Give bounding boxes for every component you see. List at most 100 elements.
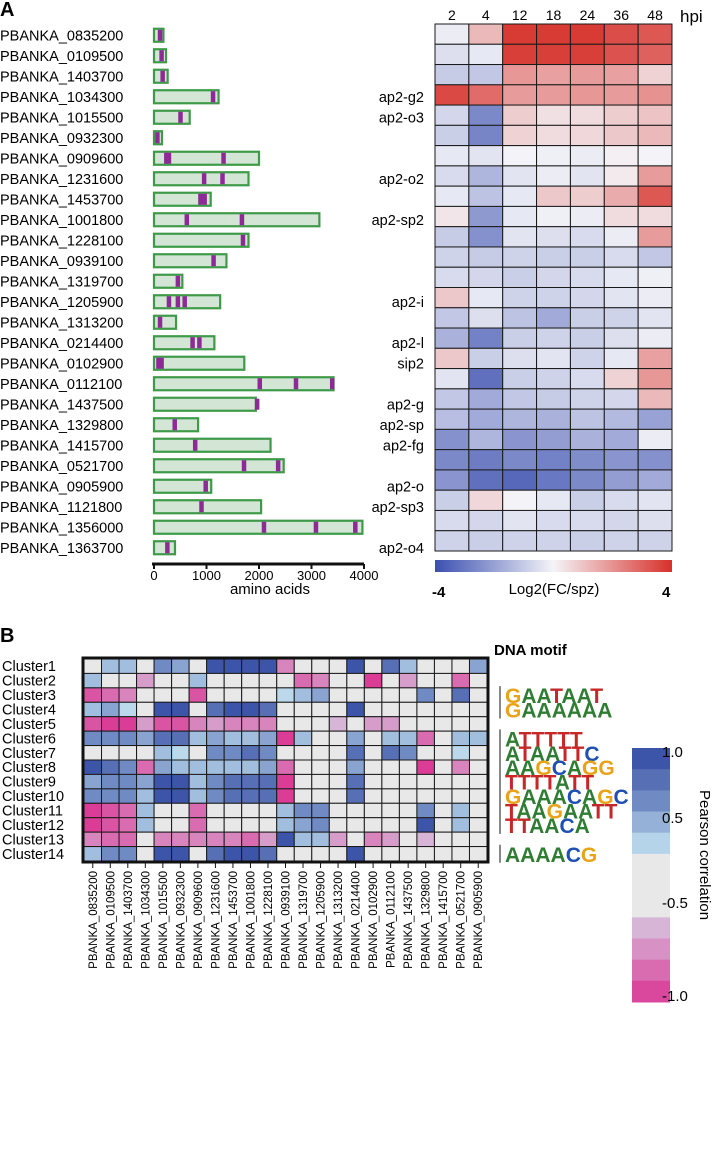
- correlation-cell: [293, 716, 313, 732]
- correlation-cell: [468, 773, 488, 790]
- expression-cell: [434, 185, 470, 207]
- ap2-domain: [254, 398, 260, 410]
- gene-column-label: PBANKA_1453700: [228, 871, 240, 969]
- correlation-cell: [188, 831, 208, 848]
- correlation-cell: [188, 846, 208, 862]
- correlation-cell: [83, 716, 103, 732]
- correlation-cell: [83, 817, 103, 833]
- correlation-cell: [188, 802, 208, 819]
- correlation-cell: [83, 745, 103, 761]
- correlation-cell: [83, 672, 103, 689]
- ap2-domain: [190, 337, 195, 349]
- correlation-cell: [276, 672, 295, 689]
- gene-column-label: PBANKA_0109500: [105, 871, 117, 969]
- expression-cell: [536, 64, 571, 86]
- correlation-cell: [433, 817, 453, 833]
- correlation-cell: [381, 759, 400, 775]
- expression-cell: [569, 307, 605, 329]
- correlation-cell: [223, 802, 243, 819]
- protein-bar: [152, 519, 364, 535]
- correlation-cell: [258, 759, 278, 775]
- correlation-cell: [206, 687, 225, 703]
- expression-cell: [569, 43, 605, 66]
- correlation-cell: [101, 846, 120, 862]
- ap2-domain: [293, 378, 299, 390]
- expression-cell: [637, 145, 673, 167]
- correlation-cell: [118, 759, 138, 775]
- correlation-cell: [118, 658, 138, 674]
- correlation-cell: [258, 701, 278, 718]
- expression-cell: [434, 509, 470, 532]
- protein-bar: [152, 232, 250, 248]
- correlation-cell: [188, 658, 208, 674]
- domain-bars: [152, 27, 364, 556]
- correlation-cell: [311, 831, 330, 848]
- expression-cell: [569, 246, 605, 268]
- correlation-cell: [206, 773, 225, 790]
- correlation-cell: [223, 773, 243, 790]
- expression-cell: [536, 145, 571, 167]
- correlation-cell: [258, 672, 278, 689]
- correlation-cell: [83, 759, 103, 775]
- correlation-cell: [311, 658, 330, 674]
- cluster-label: Cluster5: [2, 717, 56, 733]
- correlation-cell: [83, 788, 103, 804]
- correlation-cell: [433, 773, 453, 790]
- correlation-cell: [258, 846, 278, 862]
- correlation-cell: [328, 730, 348, 747]
- gene-column-label: PBANKA_0939100: [281, 871, 293, 969]
- expression-cell: [569, 347, 605, 370]
- expression-cell: [603, 266, 639, 289]
- expression-cell: [536, 43, 571, 66]
- correlation-cell: [468, 802, 488, 819]
- expression-cell: [536, 449, 571, 471]
- correlation-cell: [433, 788, 453, 804]
- expression-cell: [502, 327, 538, 349]
- correlation-cell: [433, 846, 453, 862]
- correlation-cell: [258, 658, 278, 674]
- ap2-domain: [275, 460, 281, 472]
- correlation-cell: [223, 730, 243, 747]
- motif-logo: GAAAAAA: [505, 700, 612, 723]
- expression-cell: [569, 23, 605, 45]
- correlation-cell: [468, 759, 488, 775]
- expression-cell: [637, 489, 673, 511]
- correlation-cell: [433, 687, 453, 703]
- expression-cell: [468, 23, 504, 45]
- correlation-cell: [101, 802, 120, 819]
- correlation-cell: [83, 846, 103, 862]
- motif-logo: GAAACAGC: [505, 786, 629, 809]
- correlation-cell: [188, 817, 208, 833]
- protein-bar: [152, 171, 250, 187]
- correlation-cell: [416, 730, 435, 747]
- correlation-cell: [276, 802, 295, 819]
- correlation-cell: [136, 745, 155, 761]
- expression-cell: [569, 64, 605, 86]
- expression-cell: [434, 449, 470, 471]
- correlation-cell: [206, 802, 225, 819]
- correlation-cell: [188, 759, 208, 775]
- correlation-cell: [433, 716, 453, 732]
- protein-bar: [152, 314, 178, 330]
- expression-cell: [536, 307, 571, 329]
- correlation-cell: [346, 788, 365, 804]
- correlation-cell: [188, 687, 208, 703]
- protein-bar: [152, 396, 257, 412]
- expression-cell: [468, 327, 504, 349]
- expression-cell: [637, 449, 673, 471]
- ap2-domain: [261, 521, 267, 533]
- correlation-cell: [346, 802, 365, 819]
- gene-label: PBANKA_1319700: [0, 274, 123, 290]
- gene-label: PBANKA_1437500: [0, 397, 123, 413]
- expression-cell: [603, 84, 639, 106]
- gene-label: PBANKA_0109500: [0, 49, 123, 65]
- correlation-cell: [381, 730, 400, 747]
- expression-cell: [536, 287, 571, 309]
- correlation-cell: [153, 730, 173, 747]
- correlation-cell: [381, 846, 400, 862]
- correlation-cell: [363, 802, 383, 819]
- expression-cell: [603, 509, 639, 532]
- correlation-cell: [451, 846, 470, 862]
- correlation-cell: [381, 701, 400, 718]
- correlation-cell: [223, 745, 243, 761]
